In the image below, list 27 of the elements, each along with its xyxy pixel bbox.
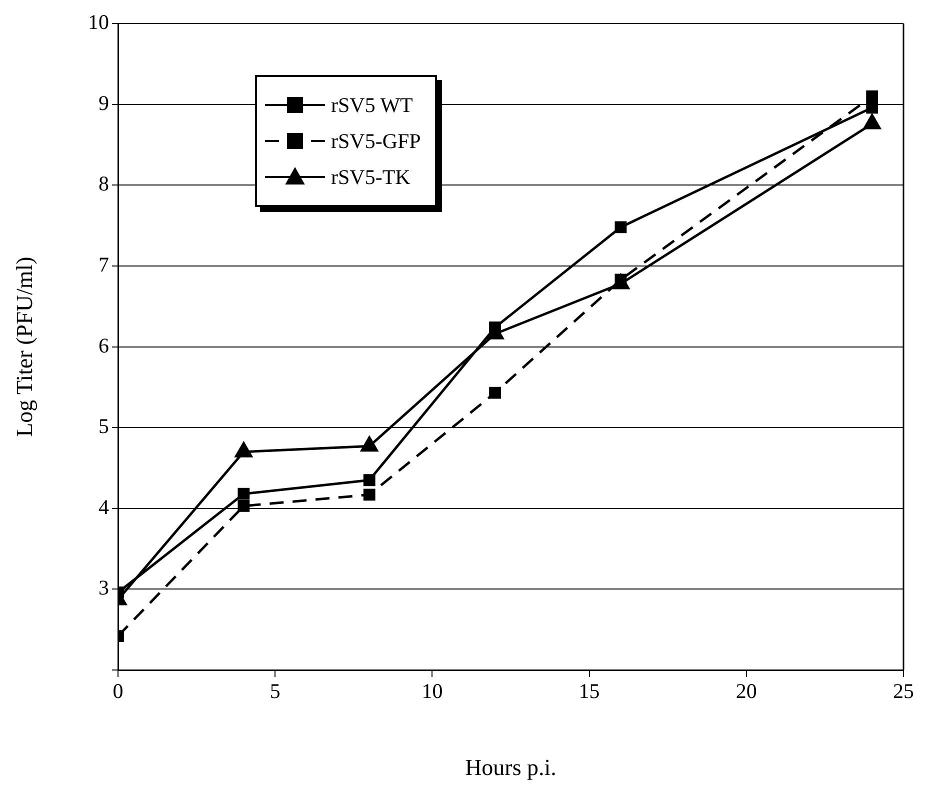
point	[866, 90, 878, 102]
point	[363, 474, 376, 486]
y-tick-label: 3	[98, 576, 109, 600]
legend-label: rSV5-TK	[331, 164, 410, 191]
x-tick-label: 5	[270, 679, 280, 704]
point	[489, 386, 501, 399]
y-tick-label: 5	[98, 414, 109, 438]
point	[363, 488, 376, 501]
legend-label: rSV5 WT	[331, 92, 413, 119]
x-axis-title: Hours p.i.	[465, 755, 556, 780]
legend-label: rSV5-GFP	[331, 128, 421, 155]
x-tick-label: 10	[422, 679, 443, 704]
y-axis-title: Log Titer (PFU/ml)	[12, 256, 37, 437]
x-tick-label: 0	[112, 679, 124, 704]
point	[238, 500, 250, 512]
y-tick-label: 7	[98, 252, 109, 277]
x-tick-label: 15	[578, 679, 600, 704]
x-tick-label: 25	[893, 679, 914, 704]
point	[614, 221, 627, 234]
point	[238, 488, 250, 500]
y-tick-label: 6	[98, 333, 109, 358]
y-tick-label: 4	[98, 494, 110, 519]
point	[866, 102, 878, 114]
y-tick-label: 10	[88, 10, 109, 34]
x-tick-label: 20	[736, 679, 757, 704]
y-tick-label: 8	[98, 172, 109, 196]
y-tick-label: 9	[98, 90, 109, 115]
